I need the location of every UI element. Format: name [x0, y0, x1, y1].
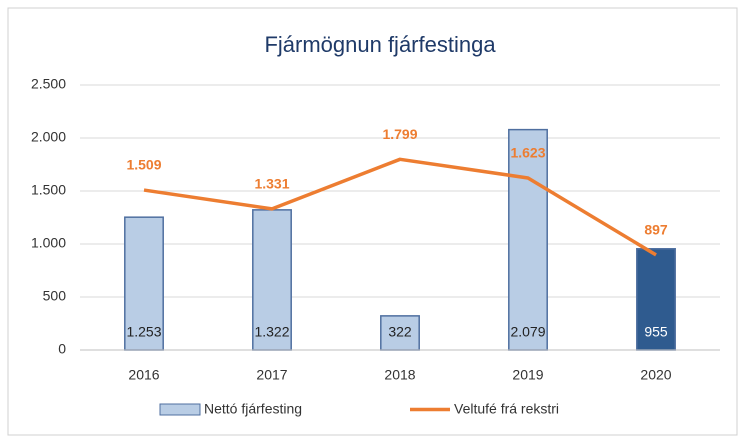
legend-label: Nettó fjárfesting	[204, 401, 302, 417]
x-tick-label: 2016	[128, 367, 159, 383]
bar	[380, 315, 420, 351]
x-tick-label: 2019	[512, 367, 543, 383]
y-tick-label: 500	[43, 288, 67, 304]
y-tick-label: 1.000	[31, 235, 66, 251]
x-tick-label: 2018	[384, 367, 415, 383]
line-value-label: 1.331	[254, 176, 289, 192]
line-value-label: 1.623	[510, 145, 545, 161]
bar	[508, 128, 548, 351]
line-value-label: 897	[644, 222, 668, 238]
y-tick-label: 2.000	[31, 129, 66, 145]
chart-border	[7, 7, 738, 436]
line-value-label: 1.799	[382, 126, 417, 142]
legend-swatch	[159, 403, 201, 416]
bar-value-label: 955	[644, 324, 668, 340]
x-tick-label: 2017	[256, 367, 287, 383]
bar-value-label: 1.253	[126, 324, 161, 340]
line	[143, 157, 657, 257]
bar-value-label: 2.079	[510, 324, 545, 340]
bar-value-label: 1.322	[254, 324, 289, 340]
y-tick-label: 1.500	[31, 182, 66, 198]
y-tick-label: 2.500	[31, 76, 66, 92]
bar	[252, 209, 292, 351]
y-tick-label: 0	[58, 341, 66, 357]
chart-title: Fjármögnun fjárfestinga	[264, 32, 496, 57]
legend-label: Veltufé frá rekstri	[454, 401, 559, 417]
line-value-label: 1.509	[126, 157, 161, 173]
bar-value-label: 322	[388, 324, 412, 340]
x-tick-label: 2020	[640, 367, 671, 383]
